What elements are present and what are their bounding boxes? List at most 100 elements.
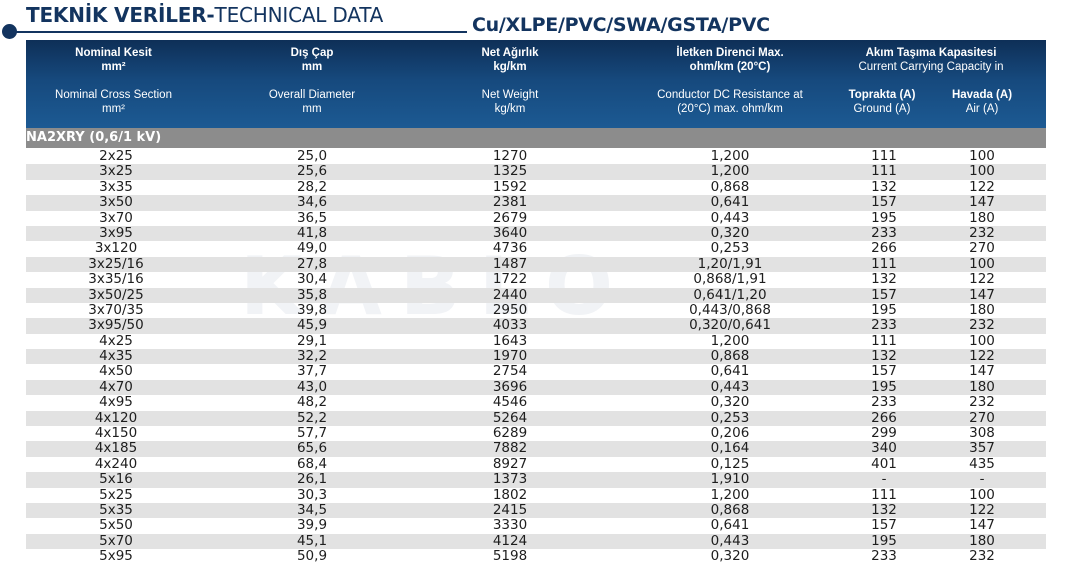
cell-cross-section: 3x120 xyxy=(94,240,138,257)
cell-capacity-ground: 233 xyxy=(871,317,897,334)
cell-resistance: 1,910 xyxy=(710,471,750,488)
cell-weight: 7882 xyxy=(492,440,528,457)
cell-capacity-air: 180 xyxy=(969,378,995,395)
header-text-en: Air (A) xyxy=(965,103,999,115)
cell-diameter: 26,1 xyxy=(296,471,328,488)
cell-cross-section: 5x50 xyxy=(99,517,133,534)
cell-weight: 1643 xyxy=(492,332,528,349)
header-text: Akım Taşıma Kapasitesi xyxy=(865,47,997,59)
table-row: 5x35 34,5 2415 0,868 132 122 xyxy=(26,502,1046,519)
header-unit: kg/km xyxy=(493,61,527,73)
header-col-cross-section-tr: Nominal Kesit mm² xyxy=(26,46,201,74)
cell-diameter: 30,4 xyxy=(296,271,328,288)
cell-weight: 1325 xyxy=(492,163,528,180)
cell-weight: 3330 xyxy=(492,517,528,534)
cell-resistance: 0,443 xyxy=(710,532,750,549)
cell-diameter: 37,7 xyxy=(296,363,328,380)
cell-capacity-air: 180 xyxy=(969,209,995,226)
cell-diameter: 45,9 xyxy=(296,317,328,334)
cell-cross-section: 4x185 xyxy=(94,440,138,457)
cell-capacity-air: 147 xyxy=(969,286,995,303)
table-row: 4x185 65,6 7882 0,164 340 357 xyxy=(26,440,1046,457)
cell-capacity-ground: 233 xyxy=(871,394,897,411)
cell-capacity-air: 232 xyxy=(969,548,995,565)
cell-capacity-air: 147 xyxy=(969,194,995,211)
header-text-en: Ground (A) xyxy=(853,103,911,115)
cell-weight: 4736 xyxy=(492,240,528,257)
cell-capacity-ground: 195 xyxy=(871,532,897,549)
cell-cross-section: 3x35/16 xyxy=(88,271,144,288)
cell-capacity-air: 357 xyxy=(969,440,995,457)
cell-capacity-air: 100 xyxy=(969,332,995,349)
header-col-cross-section-en: Nominal Cross Section mm² xyxy=(26,88,201,116)
cell-weight: 2950 xyxy=(492,301,528,318)
cell-diameter: 39,8 xyxy=(296,301,328,318)
cell-capacity-air: 180 xyxy=(969,301,995,318)
table-row: 3x70 36,5 2679 0,443 195 180 xyxy=(26,209,1046,226)
cell-weight: 2440 xyxy=(492,286,528,303)
cell-cross-section: 5x70 xyxy=(99,532,133,549)
header-unit: ohm/km (20°C) xyxy=(689,61,771,73)
cell-capacity-ground: 233 xyxy=(871,548,897,565)
cell-capacity-ground: 132 xyxy=(871,178,897,195)
cell-capacity-ground: 157 xyxy=(871,363,897,380)
cell-capacity-ground: - xyxy=(881,471,887,488)
cell-resistance: 0,320 xyxy=(710,548,750,565)
header-col-resistance-tr: İletken Direnci Max. ohm/km (20°C) xyxy=(620,46,840,74)
cell-weight: 1487 xyxy=(492,255,528,272)
cell-cross-section: 4x50 xyxy=(99,363,133,380)
header-col-capacity: Akım Taşıma Kapasitesi Current Carrying … xyxy=(826,46,1036,74)
cell-diameter: 27,8 xyxy=(296,255,328,272)
cell-resistance: 0,868 xyxy=(710,178,750,195)
cell-diameter: 32,2 xyxy=(296,348,328,365)
table-row: 3x50 34,6 2381 0,641 157 147 xyxy=(26,194,1046,211)
cell-diameter: 30,3 xyxy=(296,486,328,503)
cell-resistance: 0,868/1,91 xyxy=(693,271,767,288)
cell-capacity-air: 100 xyxy=(969,163,995,180)
cell-capacity-air: 100 xyxy=(969,148,995,164)
cell-diameter: 25,0 xyxy=(296,148,328,164)
cell-weight: 1802 xyxy=(492,486,528,503)
cell-weight: 4546 xyxy=(492,394,528,411)
table-row: 3x25 25,6 1325 1,200 111 100 xyxy=(26,163,1046,180)
cell-weight: 1592 xyxy=(492,178,528,195)
cell-cross-section: 4x25 xyxy=(99,332,133,349)
cell-resistance: 0,443 xyxy=(710,378,750,395)
cell-resistance: 0,253 xyxy=(710,240,750,257)
header-col-weight-en: Net Weight kg/km xyxy=(430,88,590,116)
table-row: 3x70/35 39,8 2950 0,443/0,868 195 180 xyxy=(26,301,1046,318)
title-bullet-dot xyxy=(2,24,17,39)
cell-capacity-air: 180 xyxy=(969,532,995,549)
table-row: 3x25/16 27,8 1487 1,20/1,91 111 100 xyxy=(26,255,1046,273)
cell-capacity-ground: 340 xyxy=(871,440,897,457)
cell-weight: 3640 xyxy=(492,224,528,241)
cell-capacity-ground: 111 xyxy=(871,148,897,164)
cell-resistance: 1,200 xyxy=(710,148,750,164)
title-light-text: TECHNICAL DATA xyxy=(214,3,384,27)
cell-diameter: 49,0 xyxy=(296,240,328,257)
cell-diameter: 41,8 xyxy=(296,224,328,241)
title-bold-text: TEKNİK VERİLER- xyxy=(26,3,215,27)
cell-cross-section: 4x150 xyxy=(94,425,138,442)
cell-diameter: 35,8 xyxy=(296,286,328,303)
cell-cross-section: 3x70 xyxy=(99,209,133,226)
cable-type-title: Cu/XLPE/PVC/SWA/GSTA/PVC xyxy=(472,14,770,36)
header-col-diameter-en: Overall Diameter mm xyxy=(232,88,392,116)
cell-cross-section: 4x120 xyxy=(94,409,138,426)
cell-weight: 1270 xyxy=(492,148,528,164)
cell-diameter: 48,2 xyxy=(296,394,328,411)
table-header: Nominal Kesit mm² Nominal Cross Section … xyxy=(26,40,1046,128)
cell-diameter: 57,7 xyxy=(296,425,328,442)
header-text-en: Current Carrying Capacity in xyxy=(858,61,1004,73)
cell-cross-section: 3x95/50 xyxy=(88,317,144,334)
cell-capacity-ground: 233 xyxy=(871,224,897,241)
cell-weight: 8927 xyxy=(492,455,528,472)
table-row: 4x150 57,7 6289 0,206 299 308 xyxy=(26,425,1046,442)
cell-weight: 1722 xyxy=(492,271,528,288)
header-unit: mm xyxy=(302,103,322,115)
cell-cross-section: 2x25 xyxy=(99,148,133,164)
cell-cross-section: 3x50/25 xyxy=(88,286,144,303)
header-text: Conductor DC Resistance at xyxy=(657,89,803,101)
cell-resistance: 0,206 xyxy=(710,425,750,442)
table-row: 4x120 52,2 5264 0,253 266 270 xyxy=(26,409,1046,427)
